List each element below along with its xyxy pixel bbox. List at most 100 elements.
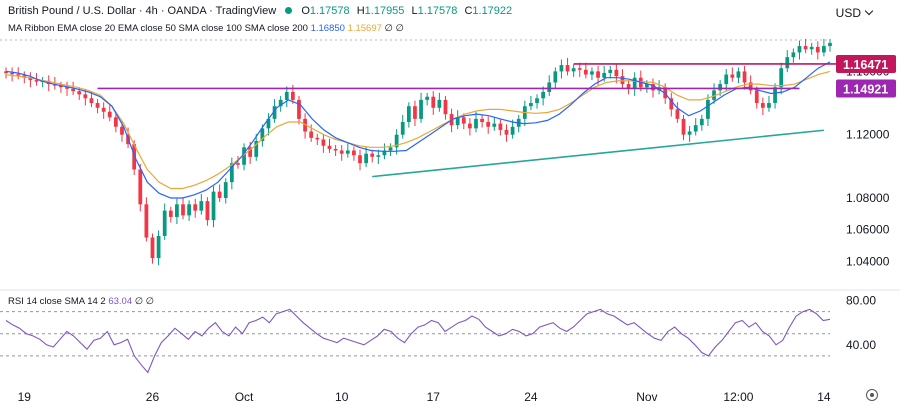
candle-body <box>547 82 552 92</box>
candle-body <box>358 155 362 164</box>
price-axis: 1.160001.120001.080001.060001.040001.164… <box>836 54 896 268</box>
ohlc-open: 1.17578 <box>309 5 350 17</box>
candle-body <box>175 204 179 217</box>
price-badge-label: 1.16471 <box>843 58 888 72</box>
candle-body <box>779 68 784 88</box>
market-status-dot <box>285 7 293 14</box>
candle-body <box>693 125 698 132</box>
ma-ribbon-value-2: 1.15697 <box>347 23 382 34</box>
candle-body <box>162 210 167 236</box>
rsi-label: RSI 14 close SMA 14 2 <box>8 296 106 307</box>
candle-body <box>712 90 716 100</box>
price-tick-label: 1.04000 <box>846 254 890 268</box>
candle-body <box>382 150 387 156</box>
candle-body <box>742 71 747 83</box>
candle-body <box>254 141 259 157</box>
price-tick-label: 1.12000 <box>846 128 890 142</box>
candle-body <box>791 52 796 58</box>
candle-body <box>28 77 33 81</box>
candle-body <box>315 137 320 140</box>
candle-body <box>16 74 21 76</box>
rsi-tick-label: 80.00 <box>846 294 876 308</box>
candle-body <box>669 98 674 110</box>
time-tick-label: 17 <box>427 390 441 404</box>
gear-icon[interactable] <box>866 389 878 401</box>
candle-body <box>65 87 69 89</box>
candle-body <box>541 91 546 99</box>
candle-body <box>651 84 655 91</box>
candle-body <box>571 68 576 72</box>
candle-body <box>754 90 759 104</box>
candle-body <box>663 87 668 99</box>
rsi-legend[interactable]: RSI 14 close SMA 14 2 63.04 ∅ ∅ <box>8 296 154 307</box>
candle-body <box>211 191 216 221</box>
price-badge <box>836 79 896 98</box>
candle-body <box>577 68 582 70</box>
candle-body <box>602 72 607 78</box>
drawn-levels <box>97 63 849 178</box>
candle-body <box>339 150 344 154</box>
candle-body <box>681 118 686 135</box>
candle-body <box>486 122 491 127</box>
candle-body <box>474 118 478 129</box>
candle-body <box>767 103 771 108</box>
candle-body <box>4 71 8 73</box>
candle-body <box>217 191 222 198</box>
ma-ribbon-label: MA Ribbon EMA close 20 EMA close 50 SMA … <box>8 23 308 34</box>
ma-ribbon-legend[interactable]: MA Ribbon EMA close 20 EMA close 50 SMA … <box>8 23 404 34</box>
candle-body <box>388 147 393 151</box>
candle-body <box>352 150 356 156</box>
candle-body <box>583 69 588 75</box>
price-tick-label: 1.08000 <box>846 191 890 205</box>
candle-body <box>809 46 814 50</box>
rsi-tail: ∅ ∅ <box>134 296 154 307</box>
candle-body <box>822 46 826 53</box>
candle-body <box>242 147 246 165</box>
candle-body <box>236 163 240 165</box>
time-tick-label: 26 <box>146 390 160 404</box>
candle-body <box>345 150 350 154</box>
candle-body <box>425 96 430 100</box>
candle-body <box>828 42 832 47</box>
time-tick-label: Nov <box>636 390 657 404</box>
price-tick-label: 1.06000 <box>846 223 890 237</box>
candle-body <box>504 129 509 135</box>
rsi-pane: 80.00 40.00 <box>0 294 876 374</box>
candle-body <box>266 118 271 129</box>
candle-body <box>297 99 301 119</box>
candle-body <box>400 122 405 135</box>
candle-body <box>321 139 326 146</box>
candle-body <box>260 128 265 142</box>
candle-body <box>199 201 204 211</box>
time-tick-label: 24 <box>524 390 538 404</box>
time-axis: 19 26 Oct 10 17 24 Nov 12:00 14 <box>18 390 831 404</box>
candle-body <box>89 98 94 104</box>
candle-body <box>181 204 185 216</box>
candle-body <box>419 99 423 119</box>
candle-body <box>59 85 63 88</box>
candle-body <box>150 237 155 259</box>
candle-body <box>138 169 143 205</box>
candle-body <box>626 84 631 89</box>
candle-body <box>71 88 76 92</box>
candle-body <box>229 163 234 183</box>
symbol-header: British Pound / U.S. Dollar · 4h · OANDA… <box>8 5 513 17</box>
currency-label: USD <box>835 6 861 20</box>
candle-body <box>559 65 564 72</box>
candle-body <box>120 126 124 135</box>
candle-body <box>113 117 118 127</box>
candle-body <box>107 111 112 118</box>
candle-body <box>632 77 637 89</box>
candle-body <box>83 94 88 99</box>
candle-body <box>394 134 399 148</box>
candle-body <box>687 131 692 135</box>
candle-body <box>553 71 558 83</box>
candle-body <box>535 98 539 104</box>
candle-body <box>10 72 14 75</box>
candle-body <box>706 99 710 119</box>
candle-body <box>290 91 295 100</box>
currency-selector[interactable]: USD <box>835 6 874 20</box>
candle-body <box>455 117 460 126</box>
candle-body <box>498 123 503 130</box>
